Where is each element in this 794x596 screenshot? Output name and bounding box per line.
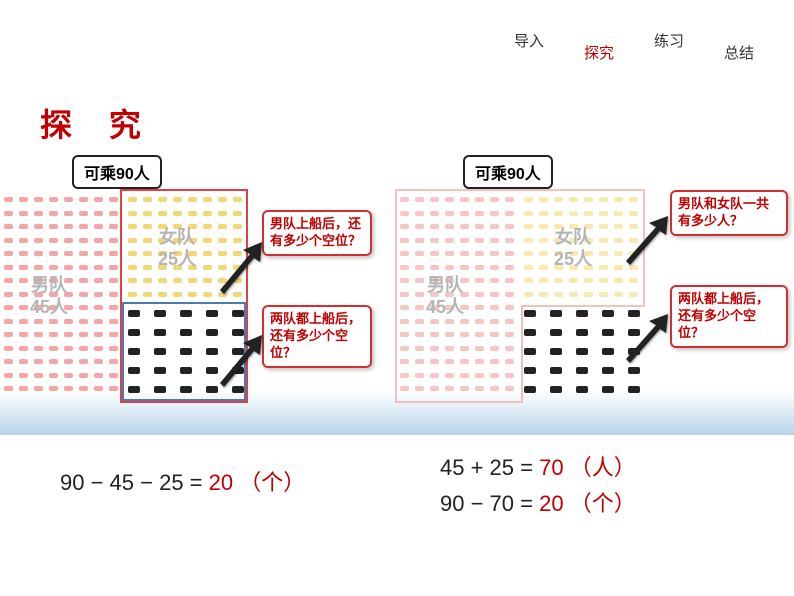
label-female-left: 女队25人 [158,227,196,270]
arrow-left-bottom [210,333,265,393]
capacity-label-left: 可乘90人 [72,155,162,189]
label-female-right: 女队25人 [554,227,592,270]
nav-intro[interactable]: 导入 [514,30,544,51]
callout-right-top: 男队和女队一共有多少人？ [670,190,788,236]
label-male-left: 男队45人 [30,275,68,318]
frame-seg [521,305,645,307]
callout-left-bottom: 两队都上船后，还有多少个空位？ [262,305,372,368]
label-male-right: 男队45人 [426,275,464,318]
nav-explore[interactable]: 探究 [584,42,614,63]
equation-left: 90 − 45 − 25 = 20 （个） [60,465,305,497]
arrow-right-top [618,215,673,270]
callout-left-top: 男队上船后，还有多少个空位？ [262,210,372,256]
callout-right-bottom: 两队都上船后，还有多少个空位？ [670,285,788,348]
arrow-left-top [210,240,265,300]
diagram-area: 可乘90人 可乘90人 男队45人 女队25人 男队上船后，还有多少个空位？ 两… [0,155,794,435]
nav-summary[interactable]: 总结 [724,42,754,63]
nav-tabs: 导入 探究 练习 总结 [514,30,754,51]
equation-right: 45 + 25 = 70 （人） 90 − 70 = 20 （个） [440,450,636,522]
nav-practice[interactable]: 练习 [654,30,684,51]
frame-right-outer2 [395,305,523,403]
capacity-label-right: 可乘90人 [463,155,553,189]
arrow-right-bottom [618,313,673,368]
page-title: 探 究 [40,100,155,146]
